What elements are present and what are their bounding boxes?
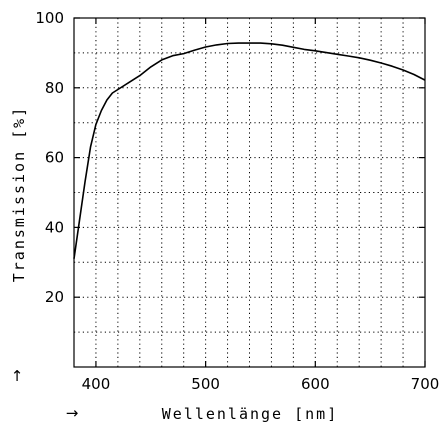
x-axis-arrow-icon: →: [66, 404, 79, 422]
x-tick-label: 400: [82, 375, 111, 393]
transmission-curve: [73, 42, 426, 259]
x-axis-title: Wellenlänge [nm]: [162, 405, 339, 423]
y-tick-label: 60: [45, 149, 64, 167]
y-axis-arrow-icon: ↑: [11, 367, 24, 385]
x-tick-label: 700: [411, 375, 440, 393]
y-tick-label: 40: [45, 218, 64, 236]
y-tick-label: 80: [45, 79, 64, 97]
x-tick-labels: 400 500 600 700: [82, 375, 440, 393]
plot-frame: [73, 17, 426, 368]
y-tick-label: 20: [45, 288, 64, 306]
y-tick-labels: 20 40 60 80 100: [35, 9, 64, 306]
grid: [74, 18, 425, 367]
x-tick-label: 500: [191, 375, 220, 393]
x-tick-label: 600: [301, 375, 330, 393]
y-axis-title: Transmission [%]: [10, 106, 28, 283]
tick-marks: [74, 17, 426, 367]
y-tick-label: 100: [35, 9, 64, 27]
